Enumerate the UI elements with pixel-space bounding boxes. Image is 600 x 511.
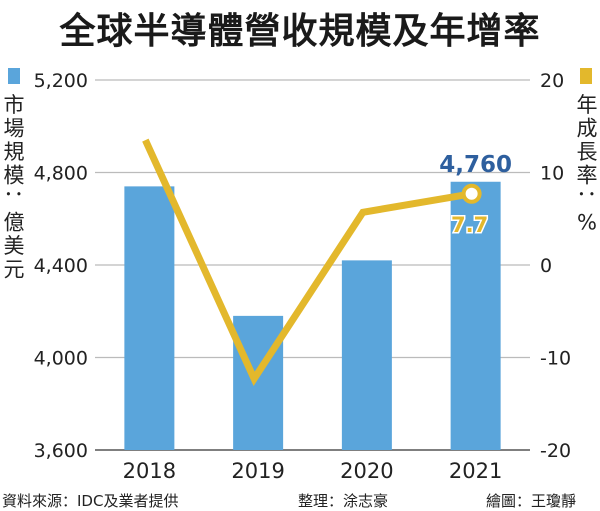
axis-label-char: ： — [575, 189, 599, 210]
axis-label-char: 規 — [4, 140, 25, 164]
bar-2021 — [450, 181, 501, 450]
growth-line-path — [142, 138, 473, 387]
right-tick-label: -10 — [540, 348, 571, 370]
x-axis-ticks: 2018 2019 2020 2021 — [123, 459, 503, 483]
axis-label-char: 成 — [577, 117, 598, 141]
annotation-bar-value: 4,760 — [439, 152, 512, 178]
left-tick-label: 4,400 — [34, 255, 88, 277]
bar-2019 — [233, 315, 284, 450]
left-tick-label: 5,200 — [34, 70, 88, 92]
left-tick-label: 4,800 — [34, 163, 88, 185]
axis-label-char: ： — [2, 189, 26, 210]
axis-label-char: 模 — [4, 164, 25, 188]
annotation-line-value: 7.7 — [451, 213, 488, 237]
right-tick-label: 10 — [540, 163, 564, 185]
right-axis-ticks: -20 -10 0 10 20 — [540, 70, 571, 462]
axis-label-char: 市 — [4, 93, 25, 117]
growth-line — [142, 138, 482, 387]
left-axis-ticks: 3,600 4,000 4,400 4,800 5,200 — [34, 70, 88, 462]
left-legend-swatch — [8, 68, 20, 84]
axis-label-char: 率 — [577, 164, 598, 188]
axis-label-char: 長 — [577, 140, 598, 164]
left-tick-label: 3,600 — [34, 440, 88, 462]
right-tick-label: 20 — [540, 70, 564, 92]
bar-2018 — [124, 186, 175, 450]
x-tick-2019: 2019 — [231, 459, 284, 483]
footer-source: 資料來源：IDC及業者提供 — [2, 492, 179, 510]
bars — [124, 181, 501, 450]
x-tick-2018: 2018 — [123, 459, 176, 483]
axis-label-char: 場 — [4, 117, 25, 141]
axis-label-char: 美 — [4, 234, 25, 258]
axis-label-char: 年 — [577, 93, 598, 117]
right-tick-label: 0 — [540, 255, 552, 277]
axis-label-char: 元 — [4, 258, 25, 282]
axis-label-char: 億 — [4, 211, 25, 235]
chart-title: 全球半導體營收規模及年增率 — [59, 11, 541, 52]
annotations: 4,760 7.7 — [439, 152, 512, 239]
axis-label-char: % — [577, 211, 597, 235]
right-tick-label: -20 — [540, 440, 571, 462]
x-tick-2020: 2020 — [340, 459, 393, 483]
footer-editor: 整理：涂志豪 — [298, 492, 389, 510]
left-tick-label: 4,000 — [34, 348, 88, 370]
growth-point-2021 — [461, 183, 482, 204]
right-legend-swatch — [580, 68, 592, 84]
x-tick-2021: 2021 — [449, 459, 502, 483]
bar-2020 — [341, 260, 392, 450]
footer-artist: 繪圖：王瓊靜 — [486, 492, 577, 510]
